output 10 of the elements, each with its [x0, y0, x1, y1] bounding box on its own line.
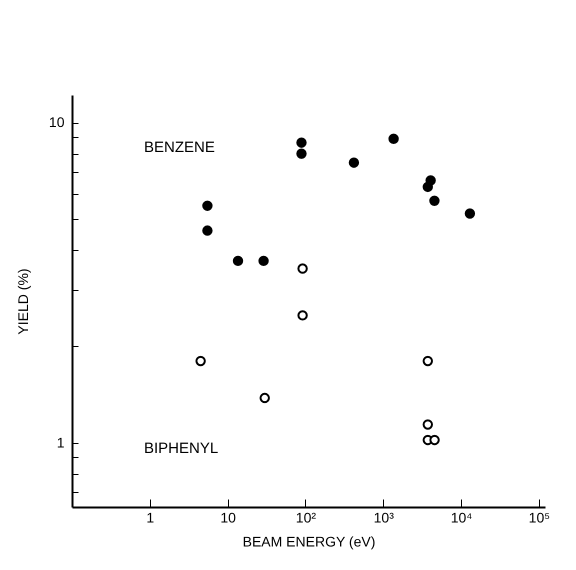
annotation: BIPHENYL — [144, 440, 218, 458]
x-tick-label: 10³ — [374, 510, 394, 526]
y-axis-title: YIELD (%) — [14, 268, 31, 335]
x-tick-label: 10⁴ — [450, 510, 472, 526]
x-axis-title: BEAM ENERGY (eV) — [242, 534, 376, 550]
x-tick-label: 10 — [220, 510, 236, 526]
x-tick-label: 1 — [146, 510, 154, 526]
x-tick-label: 10² — [296, 510, 316, 526]
x-tick-label: 10⁵ — [528, 510, 550, 526]
annotation: BENZENE — [144, 138, 215, 156]
